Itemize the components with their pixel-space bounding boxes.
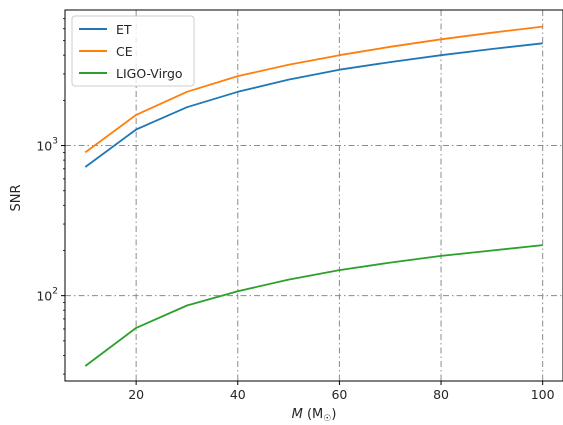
x-tick-label: 40: [230, 387, 246, 402]
x-tick-label: 60: [331, 387, 347, 402]
series-line-et: [84, 42, 543, 168]
y-tick-label: 103: [36, 137, 58, 154]
axis-ticks: 20 40 60 80 100 102 103: [36, 18, 555, 402]
x-axis-label: M (M☉): [292, 407, 337, 424]
plot-area-frame: [64, 9, 563, 382]
x-tick-label: 100: [531, 387, 555, 402]
x-tick-label: 80: [433, 387, 449, 402]
series-lines: [84, 25, 543, 367]
legend-label-ligo-virgo: LIGO-Virgo: [116, 66, 183, 81]
grid-lines: [65, 10, 563, 381]
legend-box: [71, 15, 195, 87]
series-line-ce: [84, 25, 543, 154]
y-tick-label: 102: [36, 287, 58, 304]
legend-label-et: ET: [116, 22, 132, 37]
legend: ET CE LIGO-Virgo: [71, 15, 195, 87]
legend-label-ce: CE: [116, 44, 133, 59]
y-axis-label: SNR: [9, 184, 24, 211]
x-tick-label: 20: [128, 387, 144, 402]
series-line-ligo-virgo: [84, 244, 543, 367]
